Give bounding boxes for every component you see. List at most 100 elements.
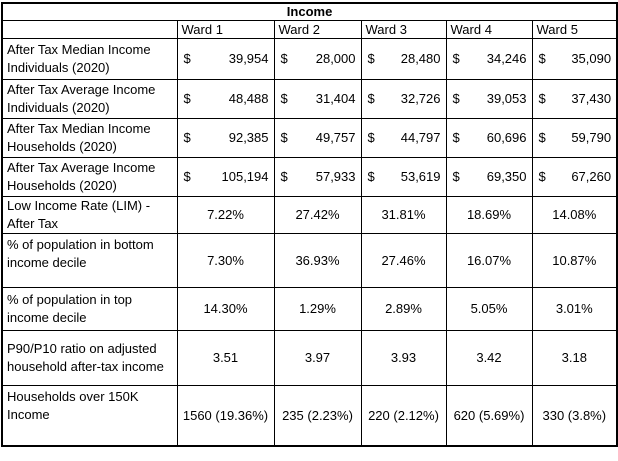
row-label: Households over 150K Income: [1, 384, 178, 447]
value-cell: $35,090: [531, 37, 618, 80]
value-cell: 27.42%: [273, 195, 362, 234]
table-row: Low Income Rate (LIM) - After Tax 7.22% 27…: [1, 195, 618, 234]
value-cell: $39,053: [445, 78, 533, 119]
value-cell: 10.87%: [531, 232, 618, 288]
corner-cell: [1, 19, 178, 39]
row-label: After Tax Median Income Individuals (202…: [1, 37, 178, 80]
currency-symbol: $: [280, 130, 288, 145]
currency-symbol: $: [452, 51, 460, 66]
currency-symbol: $: [280, 51, 288, 66]
value-cell: 16.07%: [445, 232, 533, 288]
column-header-ward-4: Ward 4: [445, 19, 533, 39]
table-row: After Tax Average Income Individuals (20…: [1, 78, 618, 119]
currency-amount: 92,385: [228, 130, 269, 145]
column-header-ward-3: Ward 3: [360, 19, 447, 39]
value-cell: $67,260: [531, 156, 618, 197]
value-cell: $32,726: [360, 78, 447, 119]
currency-symbol: $: [538, 51, 546, 66]
value-cell: 3.93: [360, 329, 447, 386]
currency-amount: 28,000: [315, 51, 356, 66]
value-cell: 7.22%: [176, 195, 275, 234]
income-table-sheet: Income Ward 1 Ward 2 Ward 3 Ward 4 Ward 5 Af…: [1, 2, 618, 447]
row-label: After Tax Median Income Households (2020…: [1, 117, 178, 158]
currency-symbol: $: [452, 91, 460, 106]
currency-amount: 49,757: [315, 130, 356, 145]
value-cell: $60,696: [445, 117, 533, 158]
column-header-ward-2: Ward 2: [273, 19, 362, 39]
value-cell: $31,404: [273, 78, 362, 119]
value-cell: $48,488: [176, 78, 275, 119]
value-cell: $53,619: [360, 156, 447, 197]
currency-symbol: $: [452, 169, 460, 184]
currency-amount: 31,404: [315, 91, 356, 106]
currency-symbol: $: [538, 91, 546, 106]
currency-symbol: $: [280, 169, 288, 184]
column-header-ward-5: Ward 5: [531, 19, 618, 39]
currency-amount: 69,350: [486, 169, 527, 184]
currency-amount: 60,696: [486, 130, 527, 145]
currency-symbol: $: [538, 169, 546, 184]
currency-amount: 59,790: [571, 130, 612, 145]
value-cell: $59,790: [531, 117, 618, 158]
value-cell: 31.81%: [360, 195, 447, 234]
value-cell: 14.08%: [531, 195, 618, 234]
column-header-ward-1: Ward 1: [176, 19, 275, 39]
value-cell: $105,194: [176, 156, 275, 197]
value-cell: $39,954: [176, 37, 275, 80]
currency-amount: 53,619: [400, 169, 441, 184]
currency-amount: 44,797: [400, 130, 441, 145]
value-cell: 5.05%: [445, 286, 533, 331]
value-cell: 330 (3.8%): [531, 384, 618, 447]
income-table: Income Ward 1 Ward 2 Ward 3 Ward 4 Ward 5 Af…: [1, 2, 618, 447]
row-label: P90/P10 ratio on adjusted household afte…: [1, 329, 178, 386]
table-row: After Tax Median Income Households (2020…: [1, 117, 618, 158]
value-cell: 3.01%: [531, 286, 618, 331]
value-cell: 220 (2.12%): [360, 384, 447, 447]
currency-symbol: $: [183, 51, 191, 66]
value-cell: $28,000: [273, 37, 362, 80]
currency-symbol: $: [183, 91, 191, 106]
value-cell: 1560 (19.36%): [176, 384, 275, 447]
value-cell: $92,385: [176, 117, 275, 158]
currency-symbol: $: [183, 130, 191, 145]
currency-amount: 39,954: [228, 51, 269, 66]
row-label: After Tax Average Income Households (202…: [1, 156, 178, 197]
currency-symbol: $: [367, 51, 375, 66]
value-cell: $37,430: [531, 78, 618, 119]
table-row: % of population in top income decile 14.3…: [1, 286, 618, 331]
value-cell: 3.42: [445, 329, 533, 386]
table-row: After Tax Average Income Households (202…: [1, 156, 618, 197]
value-cell: 27.46%: [360, 232, 447, 288]
currency-amount: 34,246: [486, 51, 527, 66]
value-cell: 18.69%: [445, 195, 533, 234]
table-row: Households over 150K Income 1560 (19.36%)…: [1, 384, 618, 447]
value-cell: 2.89%: [360, 286, 447, 331]
header-row: Ward 1 Ward 2 Ward 3 Ward 4 Ward 5: [1, 19, 618, 39]
table-title: Income: [1, 2, 618, 21]
row-label: % of population in top income decile: [1, 286, 178, 331]
currency-symbol: $: [367, 130, 375, 145]
currency-amount: 48,488: [228, 91, 269, 106]
currency-amount: 35,090: [571, 51, 612, 66]
value-cell: 235 (2.23%): [273, 384, 362, 447]
row-label: Low Income Rate (LIM) - After Tax: [1, 195, 178, 234]
value-cell: 7.30%: [176, 232, 275, 288]
value-cell: 14.30%: [176, 286, 275, 331]
currency-symbol: $: [538, 130, 546, 145]
currency-amount: 28,480: [400, 51, 441, 66]
title-row: Income: [1, 2, 618, 21]
table-row: % of population in bottom income decile 7…: [1, 232, 618, 288]
table-row: After Tax Median Income Individuals (202…: [1, 37, 618, 80]
currency-symbol: $: [183, 169, 191, 184]
currency-symbol: $: [452, 130, 460, 145]
currency-amount: 57,933: [315, 169, 356, 184]
table-row: P90/P10 ratio on adjusted household afte…: [1, 329, 618, 386]
currency-amount: 37,430: [571, 91, 612, 106]
row-label: % of population in bottom income decile: [1, 232, 178, 288]
value-cell: 36.93%: [273, 232, 362, 288]
currency-symbol: $: [367, 91, 375, 106]
value-cell: $69,350: [445, 156, 533, 197]
currency-amount: 105,194: [221, 169, 269, 184]
value-cell: $49,757: [273, 117, 362, 158]
currency-symbol: $: [280, 91, 288, 106]
